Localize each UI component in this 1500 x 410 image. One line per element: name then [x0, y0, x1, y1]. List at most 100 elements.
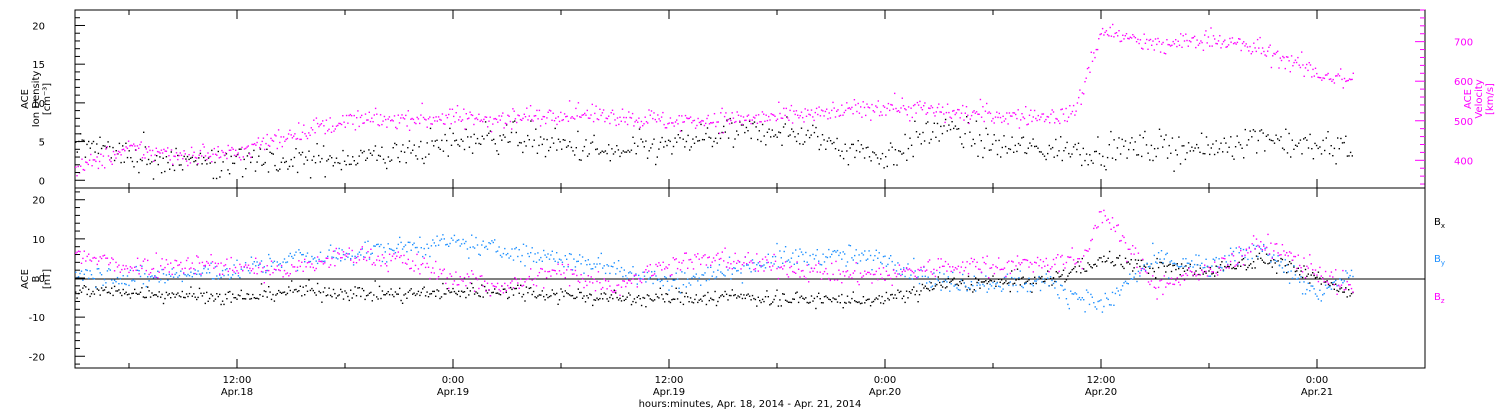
velocity-point: [1091, 60, 1094, 62]
bz-point: [1140, 268, 1142, 270]
by-point: [157, 270, 159, 272]
velocity-point: [298, 122, 300, 124]
by-point: [799, 248, 801, 250]
velocity-point: [1052, 111, 1055, 113]
bx-point: [875, 297, 877, 299]
velocity-point: [453, 115, 455, 118]
velocity-point: [1101, 27, 1104, 30]
bx-point: [426, 291, 428, 293]
bz-point: [607, 280, 610, 282]
by-point: [852, 259, 854, 261]
ion-density-point: [377, 154, 380, 157]
ion-density-point: [1181, 145, 1183, 147]
ion-density-point: [146, 163, 148, 166]
by-point: [640, 278, 643, 280]
bx-point: [482, 296, 484, 298]
by-point: [1168, 277, 1170, 279]
ion-density-point: [313, 155, 315, 158]
by-point: [763, 264, 765, 266]
by-point: [394, 252, 397, 254]
by-point: [1313, 288, 1315, 290]
velocity-point: [189, 162, 192, 164]
bx-point: [190, 286, 192, 288]
bx-point: [616, 296, 618, 299]
velocity-axis-tick-label: 500: [1454, 117, 1473, 128]
by-point: [521, 254, 523, 257]
by-point: [636, 283, 638, 285]
bz-point: [486, 282, 489, 284]
bx-point: [260, 283, 263, 285]
ion-density-point: [797, 133, 799, 135]
ion-density-point: [467, 136, 469, 138]
ion-density-point: [256, 161, 258, 163]
by-point: [816, 249, 818, 251]
velocity-point: [550, 110, 552, 112]
bx-point: [118, 289, 120, 291]
bx-point: [363, 289, 365, 292]
bz-point: [700, 263, 702, 266]
bx-point: [1136, 263, 1138, 265]
bx-point: [301, 295, 303, 297]
velocity-point: [1172, 40, 1174, 43]
bx-point: [639, 298, 641, 300]
velocity-point: [558, 120, 561, 123]
by-point: [957, 288, 960, 291]
velocity-point: [161, 152, 164, 154]
bx-point: [380, 297, 382, 300]
velocity-point: [711, 122, 713, 124]
by-point: [1316, 295, 1318, 297]
by-point: [653, 270, 656, 273]
ion-density-point: [505, 124, 508, 126]
bx-point: [242, 298, 244, 300]
bx-point: [973, 289, 975, 291]
bz-point: [250, 270, 253, 272]
velocity-point: [592, 120, 595, 123]
bz-point: [704, 254, 706, 256]
bz-point: [1006, 261, 1009, 264]
velocity-point: [669, 117, 672, 119]
velocity-point: [541, 118, 543, 120]
velocity-point: [1020, 119, 1022, 121]
bz-point: [797, 268, 800, 270]
bz-point: [393, 253, 395, 255]
velocity-point: [413, 121, 416, 124]
ion-density-point: [1231, 155, 1234, 157]
velocity-point: [841, 104, 843, 106]
bx-point: [337, 295, 339, 297]
ion-density-point: [870, 160, 872, 162]
by-point: [250, 256, 253, 258]
bz-point: [217, 262, 219, 265]
bz-point: [298, 260, 300, 262]
velocity-point: [1327, 72, 1329, 75]
velocity-point: [1196, 39, 1198, 41]
by-point: [800, 251, 803, 253]
bx-point: [892, 297, 895, 299]
ion-density-point: [599, 151, 602, 154]
ion-density-point: [609, 160, 611, 162]
by-point: [109, 269, 111, 271]
by-point: [715, 276, 718, 278]
bx-point: [1330, 282, 1333, 284]
ion-density-point: [846, 150, 848, 152]
bx-point: [983, 281, 985, 283]
ion-density-point: [484, 121, 487, 123]
bz-point: [979, 268, 981, 271]
bx-point: [308, 279, 310, 281]
by-point: [347, 256, 349, 258]
bx-point: [993, 280, 996, 282]
ion-density-point: [867, 146, 869, 148]
bz-point: [1176, 277, 1178, 279]
by-point: [712, 271, 715, 273]
velocity-point: [1277, 50, 1279, 52]
ion-density-point: [1262, 132, 1264, 134]
bx-point: [930, 282, 932, 284]
bx-point: [1310, 274, 1312, 276]
bx-point: [452, 287, 454, 290]
by-point: [350, 258, 352, 260]
by-point: [512, 259, 515, 261]
velocity-point: [889, 109, 891, 112]
by-point: [1142, 267, 1144, 270]
ion-density-point: [329, 155, 331, 157]
bx-point: [711, 298, 713, 301]
bz-point: [796, 261, 798, 263]
